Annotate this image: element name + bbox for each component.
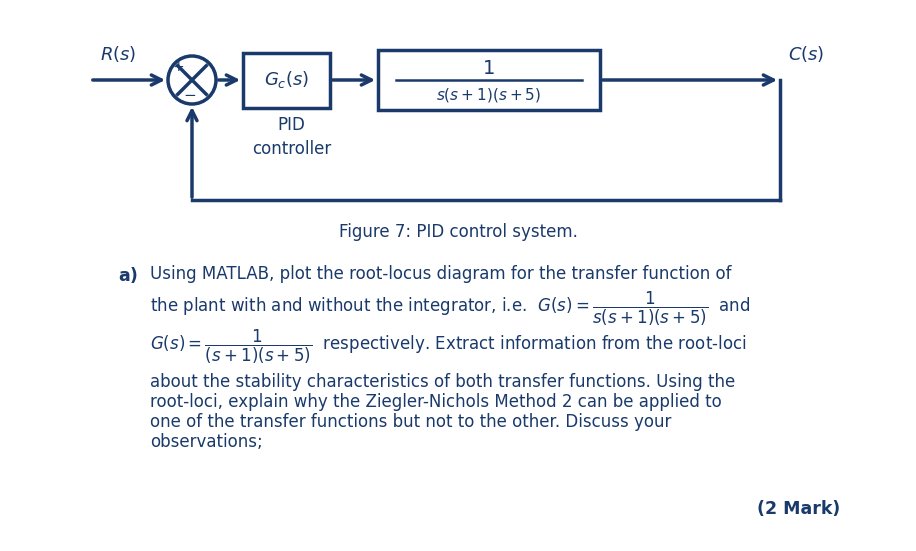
Text: $s(s+1)(s+5)$: $s(s+1)(s+5)$	[436, 86, 541, 104]
Text: one of the transfer functions but not to the other. Discuss your: one of the transfer functions but not to…	[150, 413, 671, 431]
Text: root-loci, explain why the Ziegler-Nichols Method 2 can be applied to: root-loci, explain why the Ziegler-Nicho…	[150, 393, 722, 411]
Text: PID
controller: PID controller	[252, 116, 331, 159]
Text: $G_c(s)$: $G_c(s)$	[264, 69, 309, 90]
Text: +: +	[173, 60, 184, 74]
Text: $-$: $-$	[183, 86, 197, 101]
Text: Figure 7: PID control system.: Figure 7: PID control system.	[339, 223, 577, 241]
Text: the plant with and without the integrator, i.e.  $G(s)=\dfrac{1}{s(s+1)(s+5)}$  : the plant with and without the integrato…	[150, 290, 750, 328]
Text: about the stability characteristics of both transfer functions. Using the: about the stability characteristics of b…	[150, 373, 736, 391]
Text: (2 Mark): (2 Mark)	[757, 500, 840, 518]
Text: $R(s)$: $R(s)$	[100, 44, 136, 64]
Bar	[243, 52, 330, 107]
Text: $\mathbf{a)}$: $\mathbf{a)}$	[118, 265, 138, 285]
Bar	[378, 50, 600, 110]
Text: Using MATLAB, plot the root-locus diagram for the transfer function of: Using MATLAB, plot the root-locus diagra…	[150, 265, 732, 283]
Text: $C(s)$: $C(s)$	[788, 44, 824, 64]
Text: observations;: observations;	[150, 433, 263, 451]
Text: 1: 1	[483, 60, 496, 78]
Text: $G(s)=\dfrac{1}{(s+1)(s+5)}$  respectively. Extract information from the root-lo: $G(s)=\dfrac{1}{(s+1)(s+5)}$ respectivel…	[150, 328, 747, 366]
